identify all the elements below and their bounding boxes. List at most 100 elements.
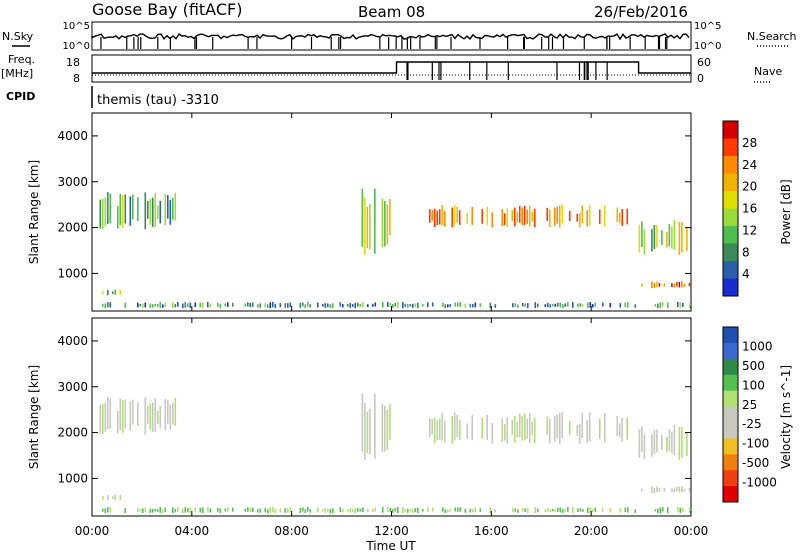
- range-cell: [109, 507, 112, 513]
- range-cell: [244, 303, 247, 307]
- range-cell: [394, 507, 397, 512]
- range-cell: [164, 194, 167, 226]
- time-axis: 00:00 04:00 08:00 12:00 16:00 20:00 00:00: [75, 113, 708, 538]
- range-cell: [516, 422, 519, 438]
- range-cell: [474, 507, 477, 513]
- range-cell: [154, 397, 157, 432]
- range-cell: [571, 302, 574, 308]
- date-title: 26/Feb/2016: [594, 3, 688, 21]
- range-cell: [114, 494, 117, 500]
- range-cell: [226, 302, 229, 307]
- range-cell: [124, 302, 127, 309]
- range-cell: [116, 206, 119, 229]
- range-cell: [581, 412, 584, 438]
- nsearch-label: N.Search: [747, 30, 797, 43]
- range-cell: [101, 403, 104, 434]
- range-cell: [524, 508, 527, 512]
- range-cell: [246, 302, 249, 307]
- range-cell: [666, 302, 669, 308]
- range-cell: [324, 303, 327, 308]
- range-cell: [264, 302, 267, 308]
- range-cell: [274, 303, 277, 309]
- colorbar-swatch: [723, 173, 738, 192]
- range-cell: [394, 302, 397, 307]
- range-cell: [366, 206, 369, 249]
- range-cell: [426, 302, 429, 308]
- range-cell: [329, 509, 332, 514]
- range-cell: [626, 208, 629, 225]
- range-cell: [661, 435, 663, 450]
- range-cell: [458, 210, 461, 225]
- range-cell: [641, 221, 643, 248]
- range-cell: [171, 198, 174, 220]
- range-cell: [651, 434, 653, 457]
- range-cell: [389, 302, 392, 307]
- range-cell: [551, 508, 554, 512]
- range-cell: [169, 405, 172, 430]
- range-cell: [151, 304, 154, 308]
- range-cell: [369, 203, 371, 250]
- colorbar-swatch: [723, 406, 738, 423]
- freq-tick-top: 18: [66, 56, 80, 69]
- range-cell: [159, 405, 162, 429]
- range-cell: [369, 408, 371, 455]
- colorbar-swatch: [723, 243, 738, 262]
- colorbar-swatch: [723, 454, 738, 471]
- range-cell: [251, 302, 254, 307]
- range-cell: [174, 397, 177, 426]
- range-cell: [579, 508, 582, 512]
- range-cell: [523, 413, 526, 441]
- range-cell: [554, 303, 557, 307]
- range-cell: [634, 304, 637, 308]
- range-cell: [209, 508, 212, 513]
- noise-trace: [91, 32, 690, 49]
- range-cell: [206, 302, 209, 308]
- range-cell: [101, 496, 104, 500]
- range-cell: [366, 509, 369, 512]
- range-cell: [661, 302, 664, 307]
- range-cell: [409, 509, 412, 512]
- range-cell: [444, 509, 447, 514]
- range-cell: [106, 192, 109, 225]
- range-cell: [546, 416, 549, 435]
- range-cell: [264, 507, 267, 513]
- noise-tick-bottom: 10^0: [63, 41, 90, 52]
- range-cell: [551, 303, 554, 307]
- range-cell: [683, 488, 686, 492]
- range-cell: [653, 487, 656, 493]
- range-cell: [479, 508, 482, 512]
- range-cell: [671, 488, 673, 492]
- range-cell: [389, 403, 391, 441]
- range-cell: [406, 508, 409, 513]
- power-frame: [91, 112, 692, 312]
- range-cell: [329, 304, 332, 309]
- range-cell: [533, 208, 536, 227]
- range-cell: [171, 507, 174, 514]
- range-cell: [571, 507, 574, 513]
- range-cell: [591, 509, 594, 513]
- range-cell: [506, 208, 509, 227]
- range-cell: [459, 507, 462, 512]
- range-cell: [251, 507, 254, 512]
- range-cell: [156, 411, 159, 425]
- range-cell: [364, 197, 366, 255]
- range-cell: [634, 509, 637, 513]
- range-cell: [659, 507, 662, 514]
- range-cell: [566, 506, 569, 512]
- range-cell: [659, 302, 662, 309]
- range-cell: [651, 281, 653, 289]
- range-cell: [136, 302, 139, 308]
- range-cell: [513, 207, 516, 227]
- freq-panel: 18 8 60 0: [66, 54, 711, 85]
- range-cell: [421, 508, 424, 512]
- range-cell: [689, 507, 692, 514]
- range-cell: [501, 209, 504, 227]
- range-cell: [414, 508, 417, 513]
- range-cell: [444, 304, 447, 309]
- range-cell: [601, 507, 604, 512]
- range-cell: [174, 303, 177, 308]
- range-cell: [523, 205, 526, 225]
- range-cell: [271, 301, 274, 308]
- range-cell: [421, 303, 424, 307]
- range-cell: [391, 508, 394, 513]
